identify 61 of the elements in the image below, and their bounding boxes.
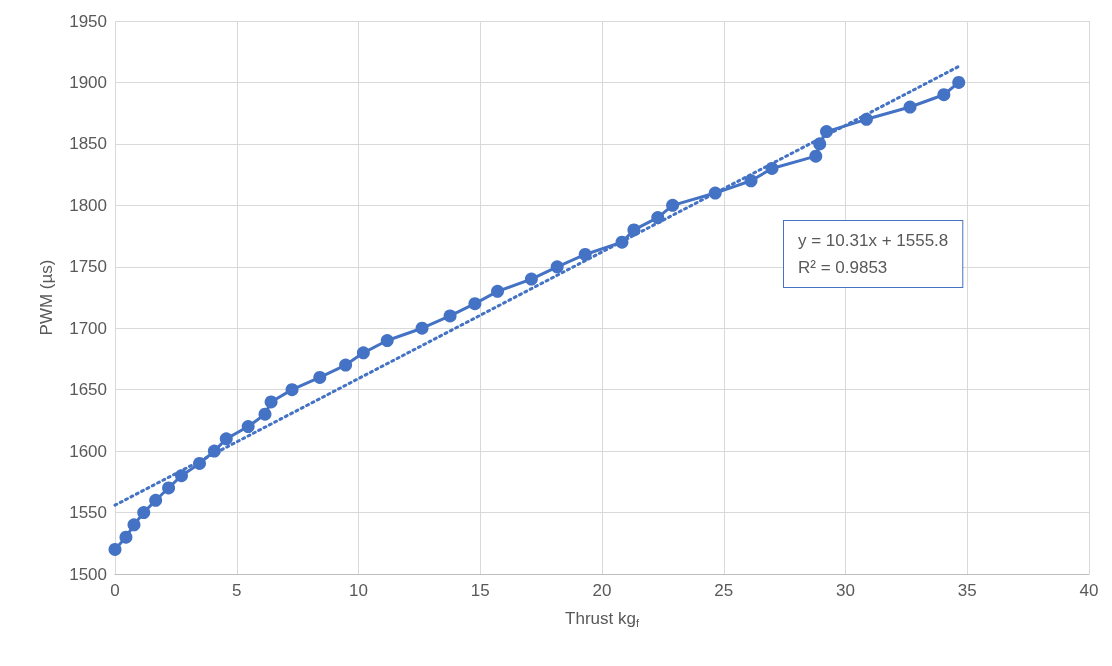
point	[137, 506, 151, 520]
point	[193, 456, 206, 470]
point	[219, 432, 233, 446]
point	[666, 198, 680, 212]
x-tick-label: 15	[470, 581, 490, 600]
point	[820, 125, 834, 139]
point	[258, 407, 272, 421]
point	[443, 309, 457, 323]
point	[174, 469, 188, 483]
point	[937, 88, 951, 102]
x-tick-label: 0	[110, 581, 120, 600]
annotation: R² = 0.9853	[798, 258, 888, 277]
y-tick-label: 1850	[69, 134, 107, 154]
point	[550, 260, 564, 274]
y-tick-label: 1600	[69, 441, 107, 461]
point	[859, 112, 873, 126]
point	[108, 542, 122, 556]
point	[903, 100, 917, 114]
point	[119, 530, 133, 544]
x-tick-label: 10	[349, 581, 368, 600]
point	[813, 137, 827, 151]
point	[809, 149, 823, 163]
x-tick-label: 25	[714, 581, 734, 600]
point	[627, 223, 641, 237]
point	[524, 272, 538, 286]
y-axis-title: PWM (µs)	[37, 259, 56, 336]
point	[744, 174, 758, 188]
point	[339, 358, 353, 372]
annotation: y = 10.31x + 1555.8	[798, 231, 949, 250]
point	[491, 284, 505, 298]
point	[952, 75, 966, 89]
point	[241, 420, 255, 434]
x-tick-label: 5	[232, 581, 242, 600]
y-tick-label: 1650	[69, 380, 107, 400]
point	[708, 186, 722, 200]
y-tick-label: 1500	[69, 564, 107, 584]
y-tick-label: 1700	[69, 318, 107, 338]
x-tick-label: 20	[592, 581, 612, 600]
point	[356, 346, 370, 360]
point	[415, 321, 429, 335]
point	[313, 370, 327, 384]
x-tick-label: 30	[836, 581, 855, 600]
y-tick-label: 1950	[69, 11, 107, 31]
point	[149, 493, 163, 507]
point	[765, 161, 779, 175]
point	[127, 518, 141, 532]
x-tick-label: 40	[1079, 581, 1099, 600]
point	[264, 395, 278, 409]
x-tick-label: 35	[957, 581, 977, 600]
y-tick-label: 1800	[69, 195, 107, 215]
point	[468, 297, 482, 311]
y-tick-label: 1750	[69, 257, 107, 277]
y-tick-label: 1900	[69, 72, 107, 92]
point	[578, 247, 592, 261]
point	[162, 481, 176, 495]
point	[615, 235, 629, 249]
point	[207, 444, 221, 458]
point	[380, 334, 394, 348]
point	[651, 211, 665, 225]
y-tick-label: 1550	[69, 503, 107, 523]
point	[285, 383, 299, 397]
